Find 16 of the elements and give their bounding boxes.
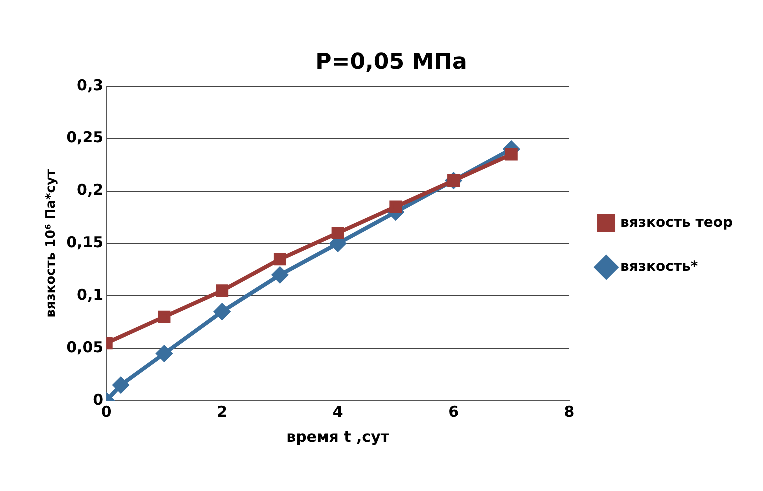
chart-title: P=0,05 МПа [316, 50, 468, 75]
x-tick-label: 4 [332, 402, 344, 421]
y-tick-label: 0,2 [77, 181, 104, 200]
y-axis-title: вязкость 10⁶ Па*сут [44, 169, 60, 318]
x-tick-label: 6 [448, 402, 459, 421]
legend-label: вязкость теор [620, 215, 734, 232]
y-tick-label: 0,15 [66, 234, 104, 252]
y-tick-label: 0,3 [77, 76, 104, 94]
y-tick-label: 0 [93, 390, 104, 409]
x-tick-label: 8 [564, 402, 575, 421]
legend-label: вязкость* [620, 259, 699, 276]
y-tick-label: 0,25 [66, 128, 104, 147]
y-tick-label: 0,1 [77, 286, 104, 304]
x-tick-label: 2 [217, 402, 228, 421]
y-tick-label: 0,05 [66, 338, 104, 356]
x-axis-title: время t ,сут [286, 428, 390, 446]
